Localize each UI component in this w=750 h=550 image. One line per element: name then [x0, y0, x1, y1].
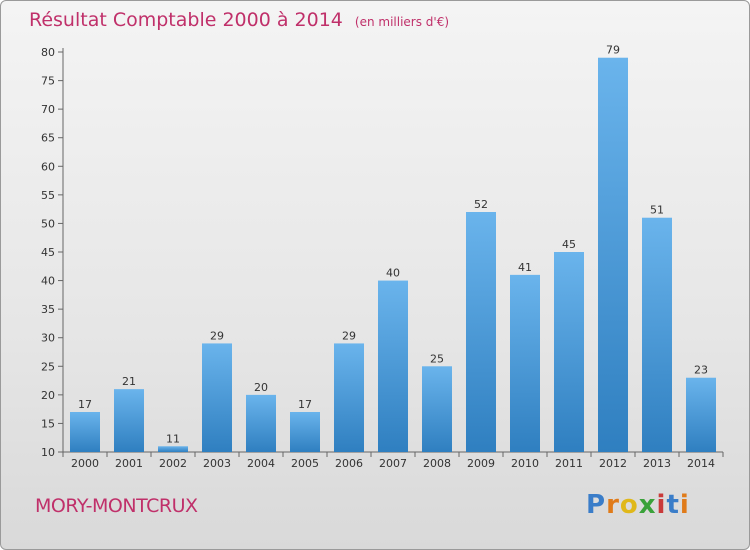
x-tick-label: 2003 — [203, 457, 231, 470]
logo-letter: o — [619, 490, 639, 520]
x-tick-label: 2001 — [115, 457, 143, 470]
y-tick-label: 60 — [41, 160, 55, 173]
x-tick-label: 2012 — [599, 457, 627, 470]
bar-2006[interactable] — [334, 343, 364, 452]
y-tick-label: 20 — [41, 389, 55, 402]
data-label: 40 — [386, 267, 400, 280]
place-name: MORY-MONTCRUX — [35, 495, 198, 517]
data-label: 51 — [650, 204, 664, 217]
bar-2007[interactable] — [378, 280, 408, 452]
y-tick-label: 10 — [41, 446, 55, 459]
y-tick-label: 70 — [41, 103, 55, 116]
bar-2001[interactable] — [114, 389, 144, 452]
x-tick-label: 2010 — [511, 457, 539, 470]
data-label: 17 — [298, 398, 312, 411]
data-label: 25 — [430, 352, 444, 365]
title-text: Résultat Comptable 2000 à 2014 — [29, 9, 343, 31]
x-tick-label: 2009 — [467, 457, 495, 470]
data-label: 29 — [342, 329, 356, 342]
bar-2003[interactable] — [202, 343, 232, 452]
chart-title: Résultat Comptable 2000 à 2014 (en millie… — [29, 9, 449, 31]
x-tick-label: 2005 — [291, 457, 319, 470]
data-label: 29 — [210, 329, 224, 342]
bar-2012[interactable] — [598, 57, 628, 452]
bar-2000[interactable] — [70, 412, 100, 452]
x-tick-label: 2011 — [555, 457, 583, 470]
x-tick-label: 2014 — [687, 457, 715, 470]
logo-letter: x — [638, 490, 657, 520]
logo-letter: t — [666, 490, 680, 520]
logo-letter: r — [606, 490, 620, 520]
data-label: 45 — [562, 238, 576, 251]
x-tick-label: 2006 — [335, 457, 363, 470]
x-tick-label: 2008 — [423, 457, 451, 470]
logo-letter: P — [586, 490, 607, 520]
data-label: 20 — [254, 381, 268, 394]
unit-label: (en milliers d'€) — [354, 15, 450, 29]
y-tick-label: 65 — [41, 132, 55, 145]
logo-letter: i — [679, 490, 690, 520]
x-tick-label: 2007 — [379, 457, 407, 470]
data-label: 11 — [166, 432, 180, 445]
bar-2004[interactable] — [246, 394, 276, 452]
bar-2014[interactable] — [686, 377, 716, 452]
bar-2005[interactable] — [290, 412, 320, 452]
data-label: 41 — [518, 261, 532, 274]
x-tick-label: 2004 — [247, 457, 275, 470]
y-tick-label: 25 — [41, 360, 55, 373]
x-tick-label: 2013 — [643, 457, 671, 470]
logo-letter: i — [656, 490, 667, 520]
bar-2011[interactable] — [554, 252, 584, 452]
bar-2010[interactable] — [510, 274, 540, 452]
y-tick-label: 35 — [41, 303, 55, 316]
data-label: 23 — [694, 364, 708, 377]
x-tick-label: 2000 — [71, 457, 99, 470]
y-tick-label: 50 — [41, 217, 55, 230]
y-tick-label: 45 — [41, 246, 55, 259]
data-label: 79 — [606, 44, 620, 57]
bar-2013[interactable] — [642, 217, 672, 452]
y-tick-label: 30 — [41, 332, 55, 345]
bar-2008[interactable] — [422, 366, 452, 452]
data-label: 17 — [78, 398, 92, 411]
proxiti-logo[interactable]: Proxiti — [586, 490, 690, 520]
bar-2002[interactable] — [158, 446, 188, 452]
x-tick-label: 2002 — [159, 457, 187, 470]
data-label: 21 — [122, 375, 136, 388]
y-tick-label: 80 — [41, 46, 55, 59]
bar-2009[interactable] — [466, 212, 496, 452]
y-tick-label: 55 — [41, 189, 55, 202]
y-tick-label: 15 — [41, 417, 55, 430]
y-tick-label: 75 — [41, 75, 55, 88]
y-tick-label: 40 — [41, 275, 55, 288]
data-label: 52 — [474, 198, 488, 211]
